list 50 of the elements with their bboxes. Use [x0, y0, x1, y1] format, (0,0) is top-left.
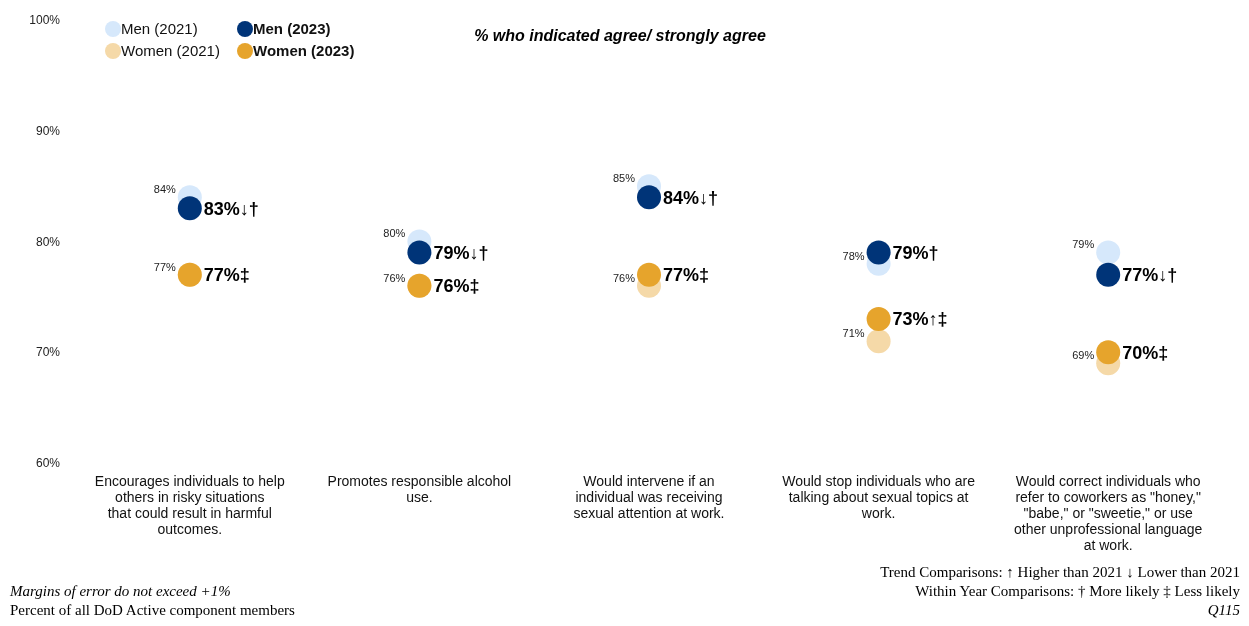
legend-label: Women (2023) [253, 42, 355, 60]
data-label: 76% [612, 271, 636, 284]
point [866, 240, 891, 265]
point [637, 185, 661, 210]
y-tick-label: 80% [35, 234, 61, 249]
legend-label: Men (2021) [121, 20, 198, 38]
x-tick-label: Promotes responsible alcohol use. [327, 473, 512, 505]
data-label: 78% [842, 249, 865, 262]
x-tick-label: Encourages individuals to help others in risky situations that could result in harmful outcomes. [94, 473, 285, 537]
data-label: 77%↓† [1122, 265, 1178, 286]
point [407, 240, 432, 265]
y-tick-label: 60% [35, 456, 61, 471]
data-label: 77% [153, 260, 176, 273]
point [866, 307, 891, 331]
legend-label: Women (2021) [121, 42, 220, 60]
data-label: 80% [383, 227, 406, 240]
y-tick-label: 70% [35, 345, 61, 360]
point [637, 262, 661, 287]
data-label: 76%‡ [433, 276, 480, 297]
data-label: 69% [1072, 349, 1095, 362]
data-label: 83%↓† [203, 198, 259, 219]
x-tick-label: Would intervene if an individual was receiving sexual attention at work. [573, 473, 725, 521]
x-tick-label: Would correct individuals who refer to coworkers as "honey," "babe," or "sweetie," or use other unprofessional language at work. [1014, 473, 1203, 553]
data-label: 77%‡ [203, 265, 250, 286]
data-label: 79%† [892, 242, 939, 263]
point [1096, 340, 1121, 365]
point [866, 329, 891, 354]
text: Trend Comparisons: ↑ Higher than 2021 ↓ Lower than 2021 [880, 564, 1240, 580]
y-tick-label: 100% [29, 13, 61, 28]
point [1096, 240, 1121, 265]
point [1096, 262, 1121, 287]
data-label: 79%↓† [433, 242, 489, 263]
data-label: 73%↑‡ [892, 309, 948, 330]
data-label: 76% [383, 271, 406, 284]
text: Q115 [1207, 602, 1241, 618]
text: Within Year Comparisons: † More likely ‡ Less likely [915, 583, 1241, 599]
point [177, 196, 202, 221]
data-label: 71% [842, 327, 865, 340]
data-label: 70%‡ [1122, 342, 1169, 363]
x-tick-label: Would stop individuals who are talking about sexual topics at work. [782, 473, 976, 521]
data-label: 84% [153, 183, 176, 196]
text: Percent of all DoD Active component members [10, 602, 296, 618]
data-label: 79% [1072, 238, 1095, 251]
y-tick-label: 90% [35, 123, 61, 138]
data-label: 85% [612, 171, 636, 184]
data-label: 77%‡ [663, 265, 710, 286]
data-label: 84%↓† [663, 187, 719, 208]
legend-label: Men (2023) [253, 20, 331, 38]
chart-title: % who indicated agree/ strongly agree [474, 27, 766, 44]
text: Margins of error do not exceed +1% [9, 583, 231, 599]
